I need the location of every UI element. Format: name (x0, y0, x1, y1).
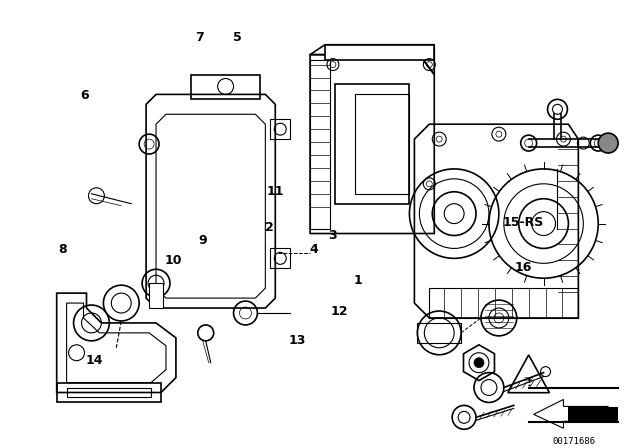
Bar (335, 85, 410, 204)
Text: !: ! (526, 378, 531, 388)
Text: 16: 16 (515, 261, 532, 274)
Text: 12: 12 (330, 305, 348, 318)
Bar (310, 60, 330, 228)
Bar (149, 283, 163, 308)
Bar (57, 383, 161, 402)
Text: 10: 10 (165, 254, 182, 267)
Circle shape (474, 358, 484, 368)
Bar (67, 388, 151, 397)
Text: 11: 11 (267, 185, 284, 198)
Text: 8: 8 (58, 243, 67, 256)
Bar (568, 407, 618, 422)
Text: 272: 272 (524, 377, 534, 382)
Circle shape (598, 133, 618, 153)
Bar (429, 288, 579, 318)
Text: 1: 1 (354, 274, 362, 287)
Text: 15-RS: 15-RS (503, 216, 544, 229)
Text: 13: 13 (289, 334, 307, 347)
Text: 7: 7 (195, 31, 204, 44)
Bar (270, 248, 290, 268)
Text: 5: 5 (233, 31, 242, 44)
Text: 6: 6 (81, 89, 89, 102)
Text: 9: 9 (198, 234, 207, 247)
Text: 14: 14 (86, 354, 103, 367)
Bar (325, 45, 435, 60)
Text: 4: 4 (309, 243, 318, 256)
Bar (191, 74, 260, 99)
Bar (417, 323, 461, 343)
Text: 3: 3 (328, 229, 337, 242)
Bar (355, 95, 410, 194)
Bar (270, 119, 290, 139)
Text: 00171686: 00171686 (552, 437, 595, 446)
Text: 2: 2 (265, 220, 273, 233)
